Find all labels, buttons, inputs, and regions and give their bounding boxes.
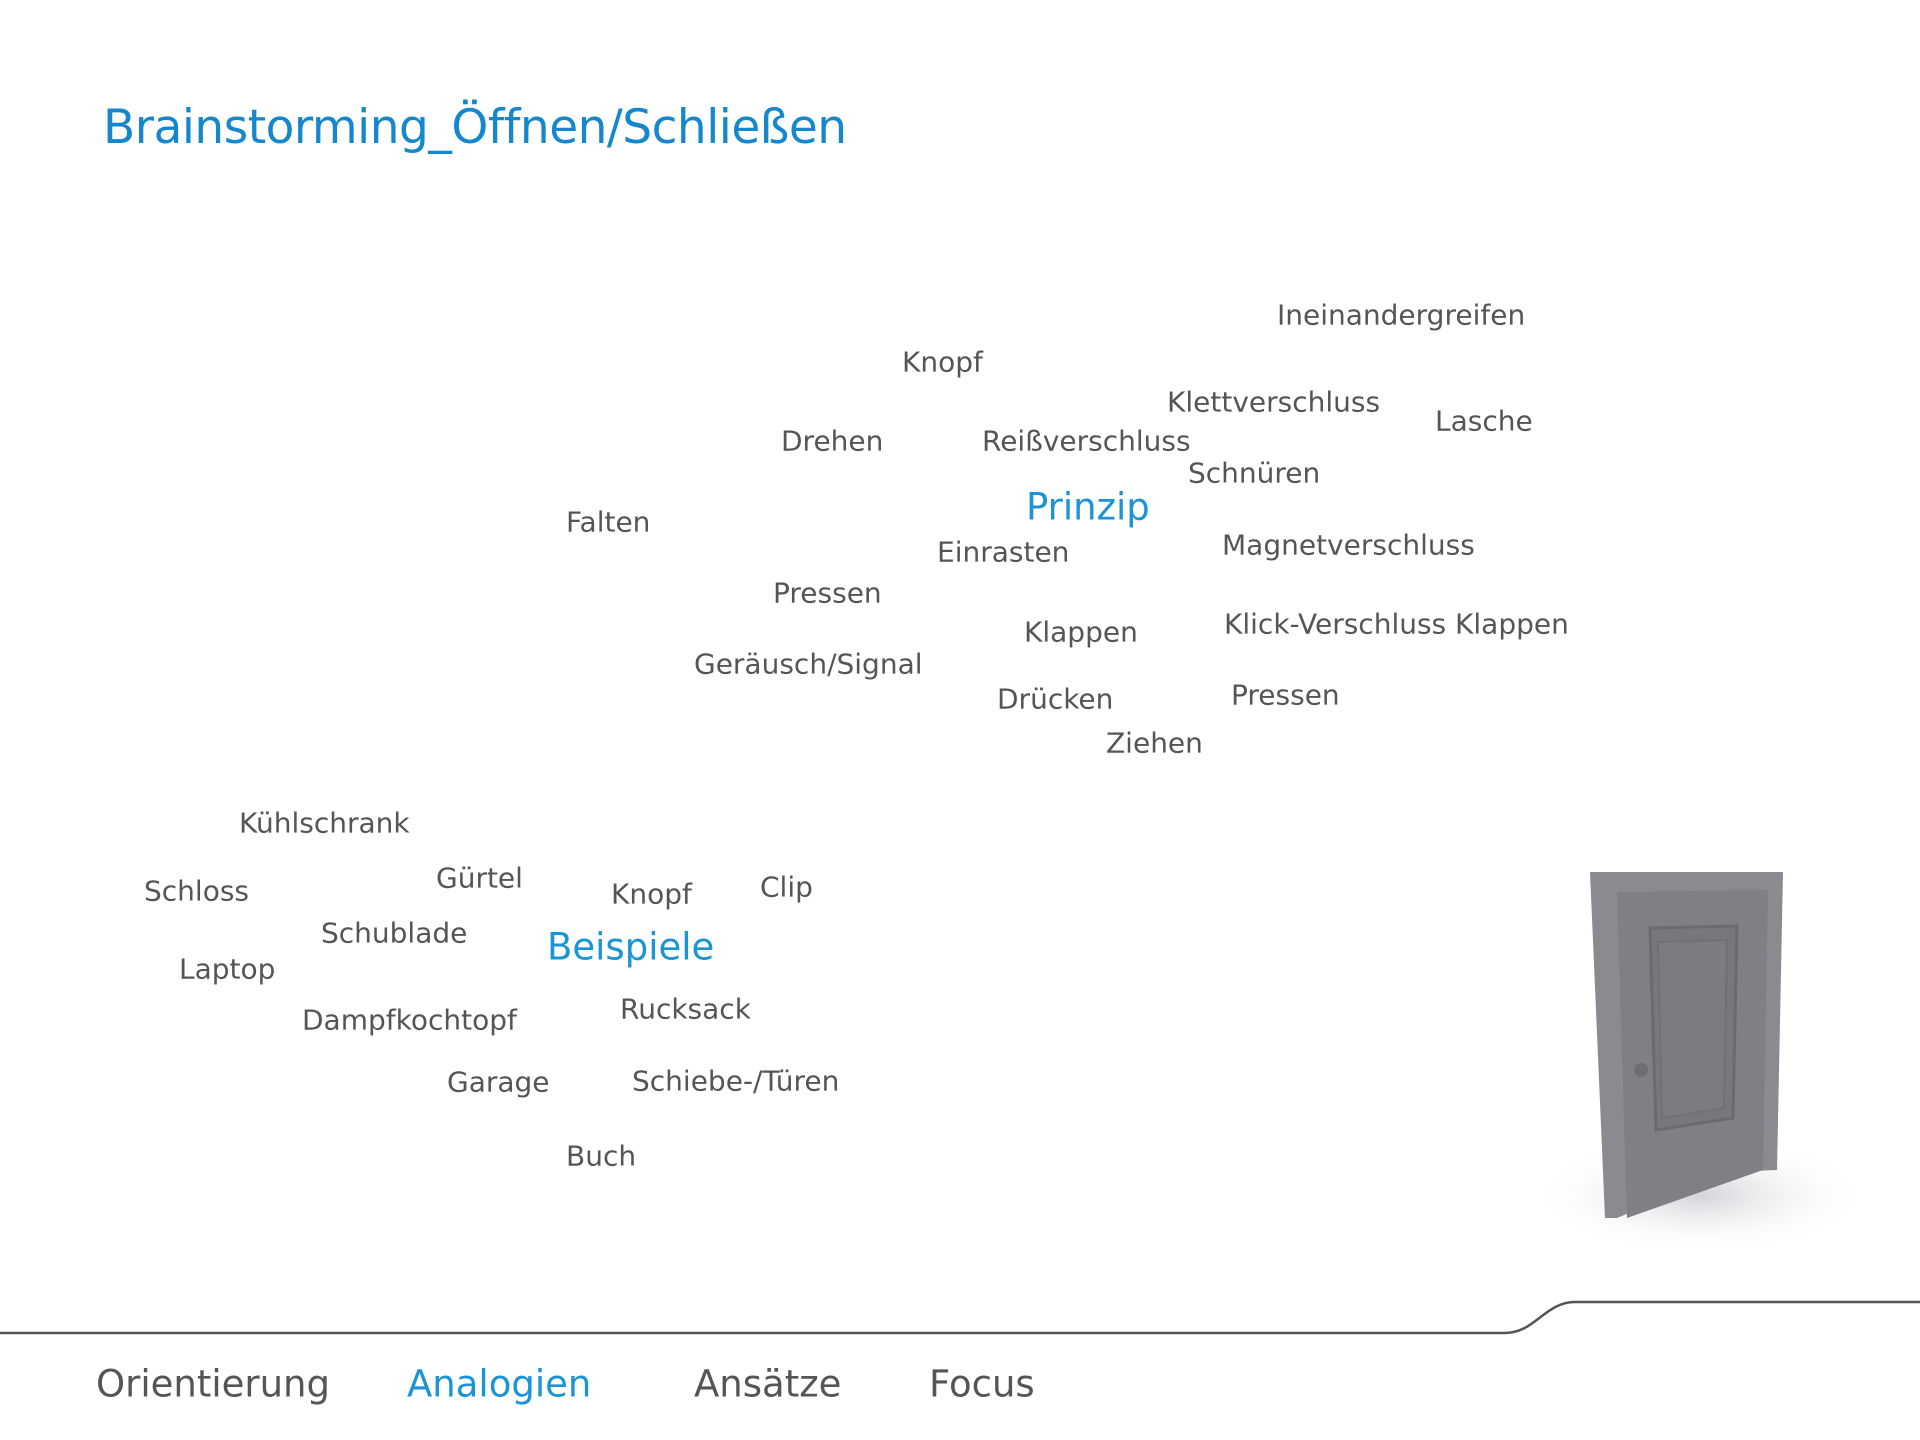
word-ineinandergreifen: Ineinandergreifen — [1277, 298, 1526, 332]
nav-analogien[interactable]: Analogien — [407, 1362, 592, 1406]
word-klettverschluss: Klettverschluss — [1167, 385, 1381, 419]
word-laptop: Laptop — [179, 952, 276, 986]
door-icon — [1530, 872, 1870, 1255]
word-buch: Buch — [566, 1139, 637, 1173]
word-druecken: Drücken — [997, 682, 1114, 716]
word-pressen: Pressen — [773, 576, 882, 610]
word-geraeusch-signal: Geräusch/Signal — [694, 647, 923, 681]
word-schublade: Schublade — [321, 916, 468, 950]
word-rucksack: Rucksack — [620, 992, 751, 1026]
word-dampfkochtopf: Dampfkochtopf — [302, 1003, 517, 1037]
word-schiebe-tueren: Schiebe-/Türen — [632, 1064, 840, 1098]
word-garage: Garage — [447, 1065, 550, 1099]
nav-ansaetze[interactable]: Ansätze — [694, 1362, 842, 1406]
nav-focus[interactable]: Focus — [929, 1362, 1035, 1406]
nav-orientierung[interactable]: Orientierung — [96, 1362, 330, 1406]
word-lasche: Lasche — [1435, 404, 1533, 438]
footer-divider — [0, 1300, 1920, 1335]
word-klappen: Klappen — [1024, 615, 1138, 649]
word-einrasten: Einrasten — [937, 535, 1070, 569]
word-guertel: Gürtel — [436, 861, 523, 895]
word-pressen-2: Pressen — [1231, 678, 1340, 712]
word-knopf-2: Knopf — [611, 877, 692, 911]
word-ziehen: Ziehen — [1106, 726, 1203, 760]
word-schloss: Schloss — [144, 874, 249, 908]
word-kuehlschrank: Kühlschrank — [239, 806, 410, 840]
word-falten: Falten — [566, 505, 651, 539]
heading-beispiele: Beispiele — [547, 925, 715, 969]
word-knopf: Knopf — [902, 345, 983, 379]
word-klick-verschluss-klappen: Klick-Verschluss Klappen — [1224, 607, 1569, 641]
heading-prinzip: Prinzip — [1026, 485, 1150, 529]
word-drehen: Drehen — [781, 424, 884, 458]
word-reissverschluss: Reißverschluss — [982, 424, 1191, 458]
word-magnetverschluss: Magnetverschluss — [1222, 528, 1475, 562]
page-title: Brainstorming_Öffnen/Schließen — [103, 100, 847, 155]
word-schnueren: Schnüren — [1188, 456, 1321, 490]
word-clip: Clip — [760, 870, 813, 904]
